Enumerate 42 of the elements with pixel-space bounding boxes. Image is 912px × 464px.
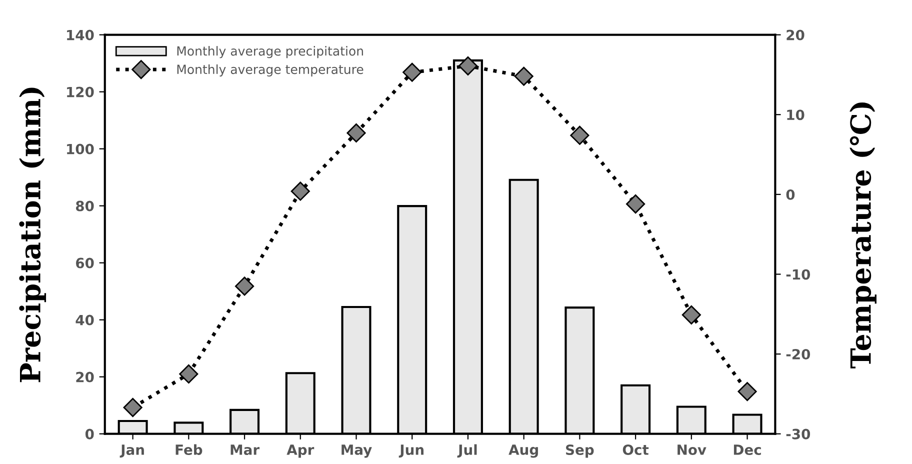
point — [123, 398, 142, 418]
y2-tick-label: 20 — [786, 30, 804, 40]
legend-label: Monthly average temperature — [177, 64, 364, 76]
x-tick-label: May — [342, 444, 372, 458]
point — [402, 62, 422, 82]
point — [458, 56, 478, 76]
x-tick-label: Jan — [120, 444, 144, 458]
point — [682, 305, 701, 324]
point — [738, 382, 757, 402]
y-tick-label: 140 — [67, 30, 94, 40]
x-tick-label: Aug — [508, 444, 538, 458]
point — [290, 182, 310, 201]
y2-axis-title: Temperature (℃) — [850, 102, 876, 368]
y2-tick-label: 0 — [786, 189, 795, 200]
y-axis-title: Precipitation (mm) — [19, 88, 46, 382]
x-tick-label: Oct — [622, 444, 649, 456]
x-tick-label: Jun — [398, 444, 424, 458]
y2-tick-label: -20 — [786, 349, 810, 360]
y-tick-label: 20 — [76, 372, 94, 382]
y-tick-label: 80 — [76, 200, 94, 212]
y2-tick-label: -10 — [786, 269, 810, 280]
x-tick-label: Jul — [457, 444, 477, 458]
x-tick-label: Feb — [176, 444, 202, 456]
y-tick-label: 120 — [67, 86, 94, 98]
point — [179, 364, 198, 384]
legend-label: Monthly average precipitation — [177, 46, 363, 58]
point — [570, 126, 590, 145]
y-tick-label: 0 — [85, 428, 94, 440]
y-tick-label: 60 — [76, 258, 94, 268]
point — [234, 276, 254, 296]
x-tick-label: Dec — [734, 444, 761, 456]
y-tick-label: 40 — [76, 314, 94, 326]
y2-tick-label: -30 — [786, 428, 810, 440]
x-tick-label: Sep — [566, 444, 594, 458]
point — [514, 66, 534, 86]
y2-tick-label: 10 — [787, 110, 804, 120]
y-tick-label: 100 — [67, 144, 94, 154]
point — [346, 123, 366, 142]
x-tick-label: Apr — [286, 444, 314, 458]
point — [626, 194, 646, 214]
x-tick-label: Nov — [678, 444, 706, 456]
x-tick-label: Mar — [230, 444, 260, 456]
